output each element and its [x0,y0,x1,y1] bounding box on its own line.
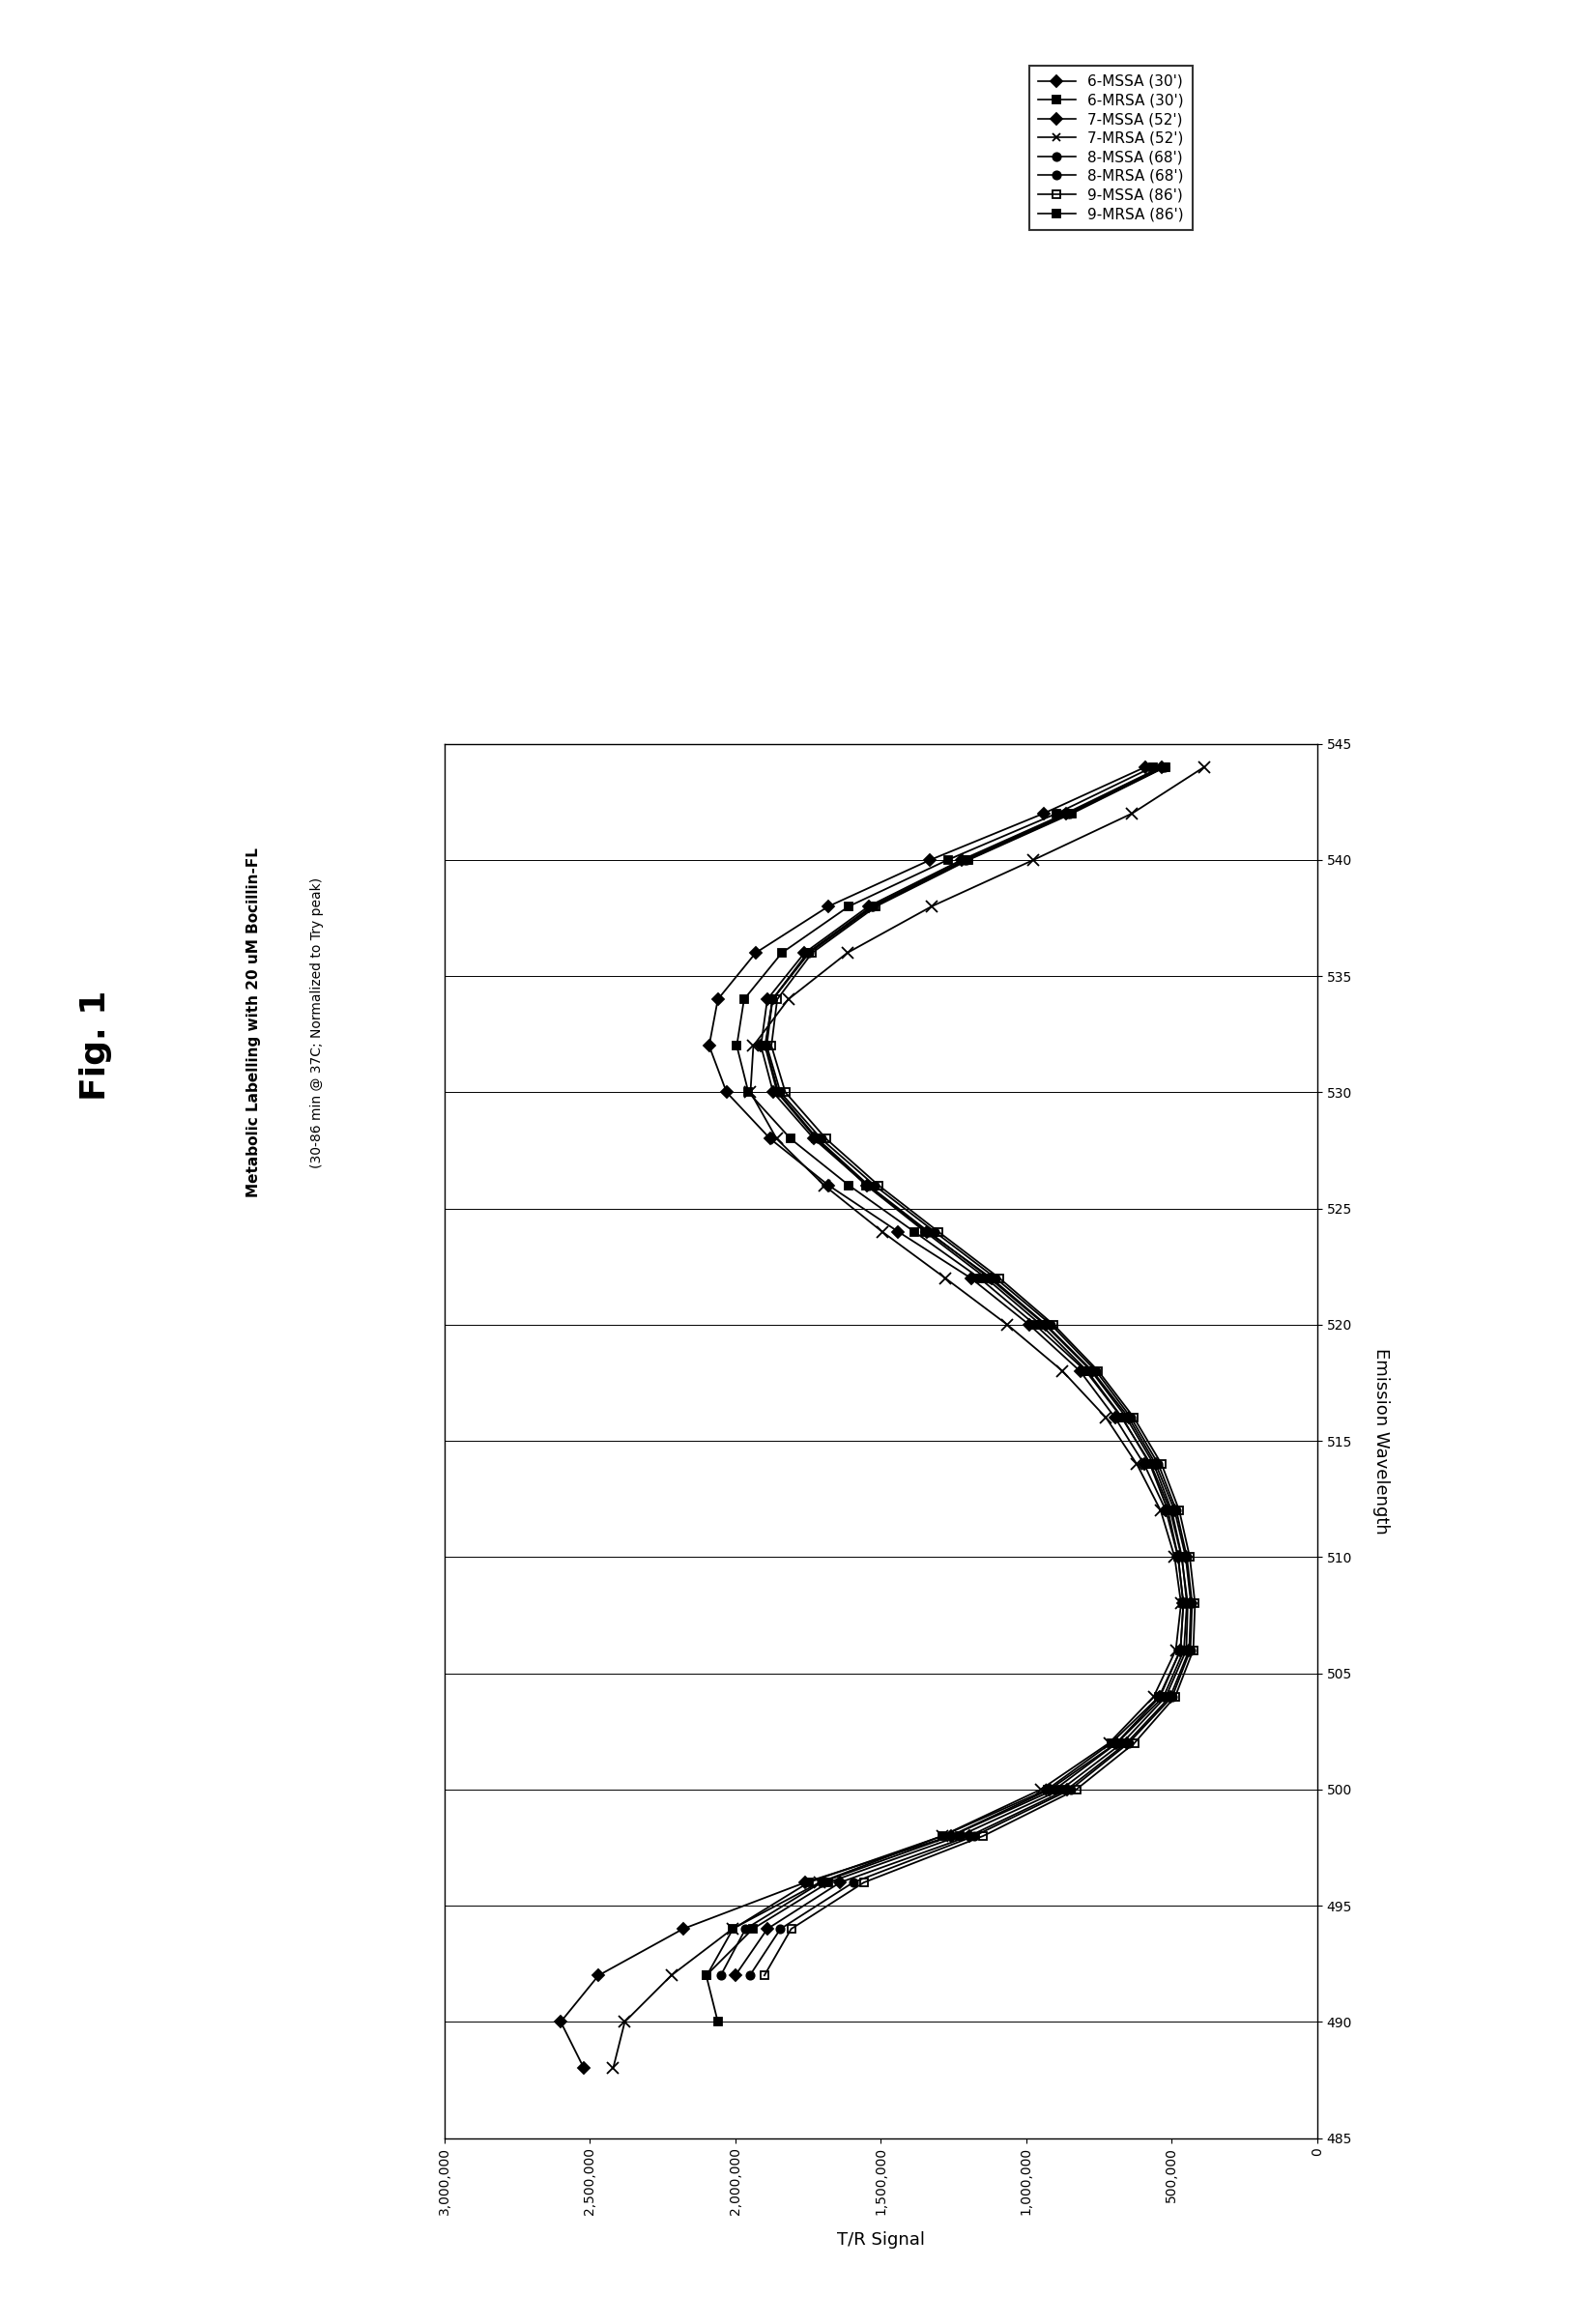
Text: Metabolic Labelling with 20 uM Bocillin-FL: Metabolic Labelling with 20 uM Bocillin-… [246,848,262,1197]
Text: (30-86 min @ 37C; Normalized to Try peak): (30-86 min @ 37C; Normalized to Try peak… [311,876,324,1169]
Legend: 6-MSSA (30'), 6-MRSA (30'), 7-MSSA (52'), 7-MRSA (52'), 8-MSSA (68'), 8-MRSA (68: 6-MSSA (30'), 6-MRSA (30'), 7-MSSA (52')… [1030,65,1192,230]
X-axis label: T/R Signal: T/R Signal [836,2231,925,2250]
Y-axis label: Emission Wavelength: Emission Wavelength [1373,1348,1390,1534]
Text: Fig. 1: Fig. 1 [79,990,111,1102]
